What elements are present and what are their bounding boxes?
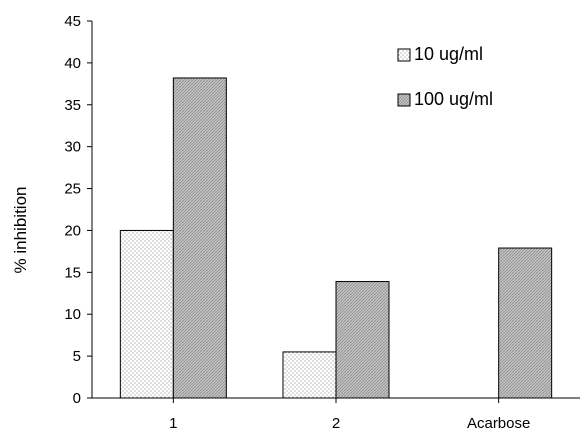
y-tick-label: 25 [64, 181, 81, 198]
legend-swatch [397, 93, 411, 107]
legend-label: 100 ug/ml [414, 89, 493, 109]
bar-series-100-1 [172, 77, 227, 399]
y-tick-label: 45 [64, 13, 81, 30]
y-axis-title: % inhibition [11, 187, 30, 274]
y-tick-label: 35 [64, 97, 81, 114]
y-tick-label: 15 [64, 264, 81, 281]
y-tick-label: 40 [64, 55, 81, 72]
bars [119, 77, 553, 399]
y-tick-label: 20 [64, 222, 81, 239]
bar-series-10-2 [282, 351, 337, 399]
bar-series-100-acarbose [498, 247, 553, 399]
x-tick-label: 1 [169, 415, 177, 432]
legend-swatch [397, 48, 411, 62]
y-tick-label: 30 [64, 139, 81, 156]
x-tick-label: Acarbose [467, 415, 530, 432]
legend-label: 10 ug/ml [414, 44, 483, 64]
y-tick-label: 5 [73, 348, 81, 365]
x-axis: 1 2 Acarbose [92, 397, 580, 432]
bar-series-100-2 [335, 281, 390, 399]
y-tick-label: 10 [64, 306, 81, 323]
legend: 10 ug/ml 100 ug/ml [397, 44, 493, 109]
y-tick-label: 0 [73, 390, 81, 407]
bar-series-10-1 [119, 229, 174, 399]
x-tick-label: 2 [332, 415, 340, 432]
y-axis: 0 5 10 15 20 25 30 35 40 45 [64, 13, 93, 407]
